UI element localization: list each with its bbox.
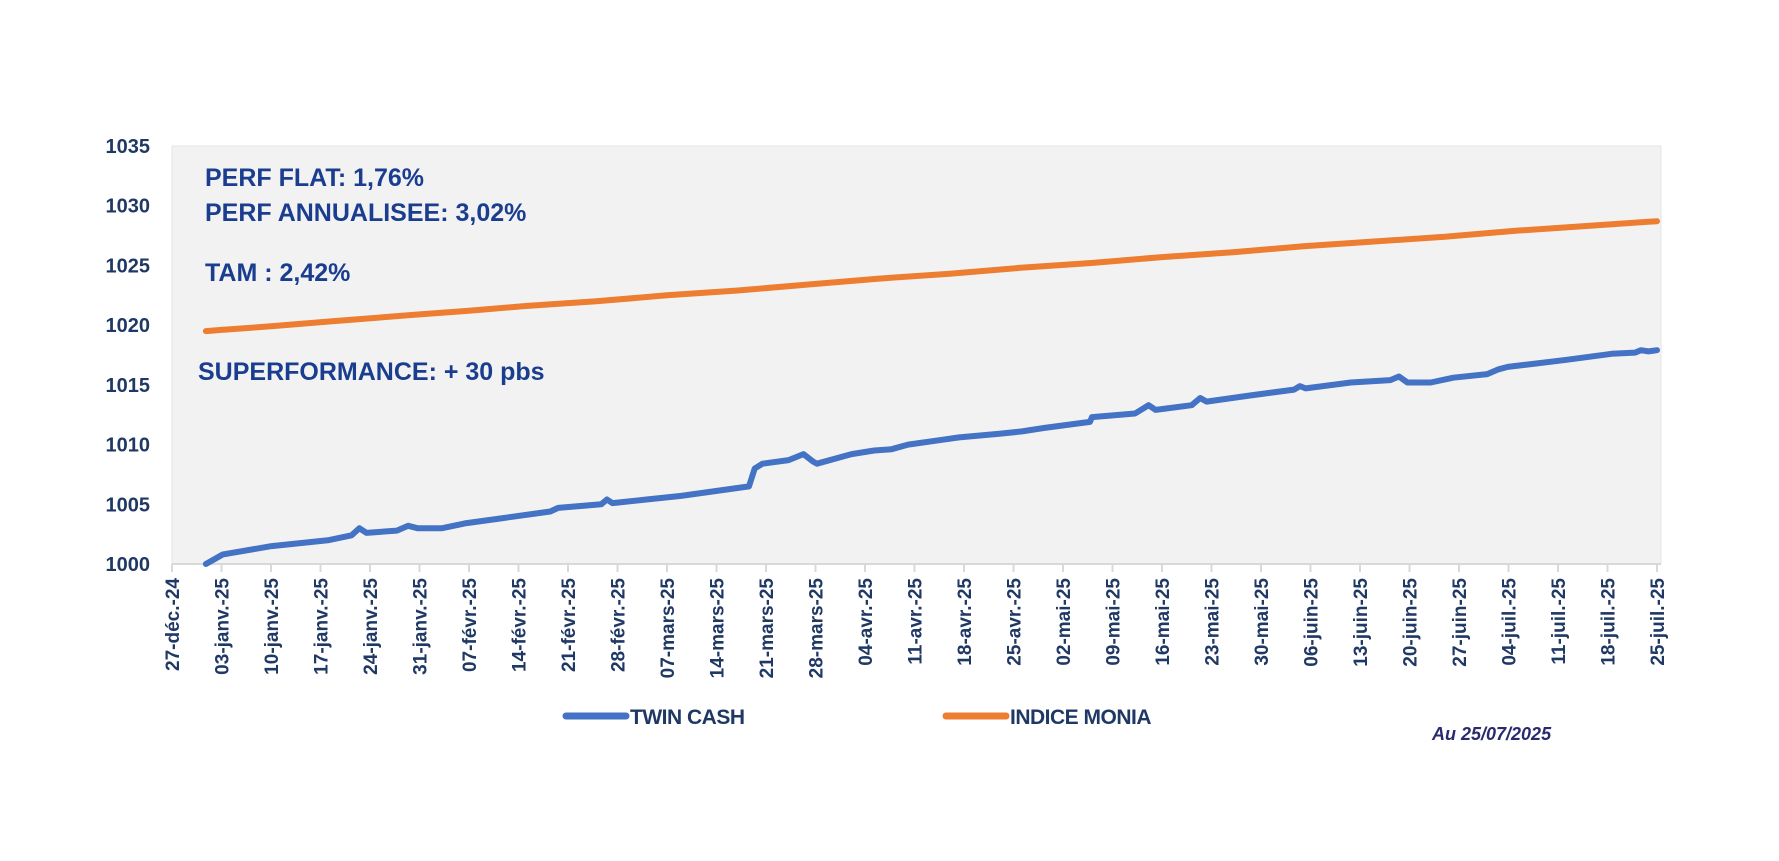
series-lines	[202, 218, 1660, 567]
x-tick-label: 17-janv.-25	[312, 578, 333, 675]
series-line-indice-monia	[202, 218, 1660, 335]
y-tick-label: 1015	[106, 375, 151, 397]
x-tick-label: 21-mars-25	[757, 578, 778, 679]
x-tick-label: 16-mai-25	[1153, 578, 1174, 666]
legend-label-twin-cash: TWIN CASH	[630, 706, 745, 729]
x-tick-label: 31-janv.-25	[411, 578, 432, 675]
x-axis: 27-déc.-24 03-janv.-25 10-janv.-25 17-janv.…	[163, 564, 1669, 678]
y-tick-label: 1005	[106, 494, 151, 516]
x-tick-label: 28-févr.-25	[609, 578, 630, 672]
y-tick-label: 1020	[106, 315, 151, 337]
x-tick-label: 21-févr.-25	[559, 578, 580, 672]
series-line-twin-cash	[202, 347, 1660, 567]
x-tick-label: 10-janv.-25	[262, 578, 283, 675]
x-tick-label: 27-juin-25	[1450, 578, 1471, 667]
x-tick-label: 03-janv.-25	[213, 578, 234, 675]
x-tick-label: 30-mai-25	[1252, 578, 1273, 666]
x-tick-label: 23-mai-25	[1203, 578, 1224, 666]
x-tick-label: 04-juil.-25	[1500, 578, 1521, 666]
plot-area	[171, 145, 1662, 565]
as-of-date: Au 25/07/2025	[1431, 724, 1552, 744]
x-tick-label: 25-juil.-25	[1648, 578, 1669, 666]
y-tick-label: 1025	[106, 255, 151, 277]
x-tick-label: 20-juin-25	[1401, 578, 1422, 667]
x-tick-label: 13-juin-25	[1351, 578, 1372, 667]
x-tick-label: 14-févr.-25	[510, 578, 531, 672]
y-tick-label: 1010	[106, 435, 151, 457]
y-tick-label: 1030	[106, 196, 151, 218]
annotation-perf-annualisee: PERF ANNUALISEE: 3,02%	[205, 199, 526, 227]
x-tick-label: 02-mai-25	[1054, 578, 1075, 666]
legend-label-indice-monia: INDICE MONIA	[1010, 706, 1151, 729]
y-tick-label: 1000	[106, 554, 151, 576]
x-tick-label: 11-juil.-25	[1549, 578, 1570, 665]
x-tick-label: 27-déc.-24	[163, 578, 184, 671]
x-tick-label: 07-mars-25	[658, 578, 679, 679]
y-tick-label: 1035	[106, 136, 151, 158]
x-tick-label: 18-juil.-25	[1599, 578, 1620, 666]
annotation-perf-flat: PERF FLAT: 1,76%	[205, 164, 424, 192]
x-tick-label: 28-mars-25	[807, 578, 828, 679]
x-tick-label: 11-avr.-25	[906, 578, 927, 665]
x-tick-label: 09-mai-25	[1104, 578, 1125, 666]
legend: TWIN CASH INDICE MONIA	[562, 706, 1152, 729]
annotation-superformance: SUPERFORMANCE: + 30 pbs	[198, 358, 545, 386]
y-axis: 1000 1005 1010 1015 1020 1025 1030 1035	[106, 136, 151, 576]
x-tick-label: 07-févr.-25	[460, 578, 481, 672]
x-tick-label: 24-janv.-25	[361, 578, 382, 675]
x-tick-label: 06-juin-25	[1302, 578, 1323, 667]
x-tick-label: 18-avr.-25	[955, 578, 976, 666]
x-tick-label: 14-mars-25	[708, 578, 729, 679]
annotation-tam: TAM : 2,42%	[205, 259, 350, 287]
x-tick-label: 04-avr.-25	[856, 578, 877, 666]
x-tick-label: 25-avr.-25	[1005, 578, 1026, 666]
